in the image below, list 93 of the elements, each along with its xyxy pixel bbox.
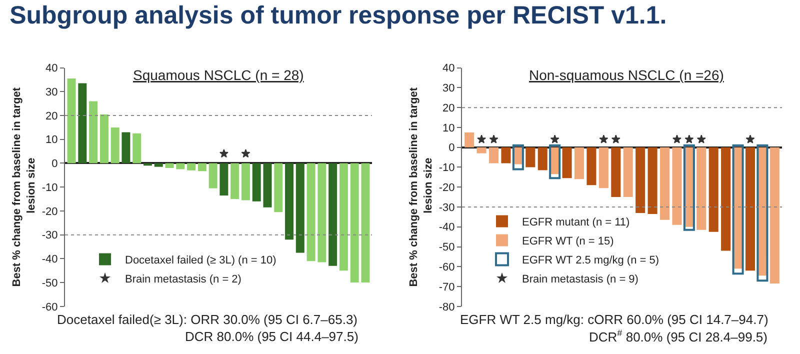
text: Docetaxel failed(≥ 3L): ORR 30.0% (95 CI 6.7–65.3) <box>57 312 358 327</box>
text: DCR 80.0% (95 CI 44.4–97.5) <box>185 329 358 344</box>
bar <box>176 163 185 170</box>
bar <box>721 147 731 251</box>
chart-title: Subgroup analysis of tumor response per RECIST v1.1. <box>10 2 667 30</box>
bar <box>549 144 561 180</box>
y-tick-label: 10 <box>46 134 58 146</box>
bar <box>464 132 474 148</box>
bar <box>208 163 218 188</box>
y-tick-label: 30 <box>442 82 455 95</box>
y-tick-label: -60 <box>438 262 455 274</box>
bar <box>476 147 486 154</box>
bar <box>230 163 240 200</box>
y-tick-label: 40 <box>46 62 58 75</box>
y-tick-label: -60 <box>42 301 58 314</box>
bar <box>263 163 272 208</box>
bar <box>285 163 294 240</box>
y-tick-label: -30 <box>438 202 455 214</box>
bar <box>611 147 621 198</box>
y-tick-label: 40 <box>442 62 455 75</box>
legend-label: Docetaxel failed (≥ 3L) (n = 10) <box>125 254 276 267</box>
bar <box>154 163 163 167</box>
y-tick-label: -70 <box>438 281 455 294</box>
y-tick-label: 0 <box>52 158 58 170</box>
legend-label: EGFR WT (n = 15) <box>522 236 614 248</box>
bar <box>732 144 744 275</box>
y-tick-label: -10 <box>42 182 58 194</box>
bar <box>132 133 142 164</box>
bar <box>241 163 250 200</box>
y-tick-label: -50 <box>438 242 455 254</box>
y-tick-label: 10 <box>442 122 455 134</box>
text: DCR$^{#}$ 80.0% (95 CI 28.4–99.5) <box>589 328 768 344</box>
bar <box>501 147 511 164</box>
chart-subtitle: Non-squamous NSCLC (n =26) <box>529 67 724 83</box>
chart-subtitle: Squamous NSCLC (n = 28) <box>133 67 304 83</box>
bar <box>110 127 120 164</box>
bar <box>318 163 326 262</box>
bar <box>100 114 108 164</box>
legend-label: EGFR mutant (n = 11) <box>522 216 630 229</box>
bar <box>143 163 152 166</box>
bar <box>770 147 780 284</box>
y-tick-label: -20 <box>42 206 58 218</box>
bar <box>350 163 359 283</box>
bar <box>274 163 283 212</box>
y-tick-label: 20 <box>442 102 455 114</box>
bar <box>708 147 718 232</box>
bar <box>220 163 228 196</box>
y-tick-label: -50 <box>42 277 58 290</box>
bar <box>696 147 706 230</box>
bar <box>598 147 608 188</box>
bar <box>745 147 756 271</box>
bar <box>122 132 130 164</box>
y-axis-title: Best % change from baseline in target lesion size <box>11 87 38 287</box>
bar <box>586 147 596 186</box>
bar <box>648 147 658 214</box>
y-tick-label: -20 <box>438 182 455 194</box>
legend-label: Brain metastasis (n = 2) <box>125 274 242 286</box>
bar <box>67 78 76 164</box>
bar <box>252 163 261 202</box>
bar <box>672 147 682 225</box>
bar <box>78 83 87 164</box>
bar <box>198 163 206 172</box>
bar <box>756 144 768 282</box>
y-tick-label: -80 <box>438 301 455 314</box>
text: EGFR WT 2.5 mg/kg: cORR 60.0% (95 CI 14.7–94.7) <box>460 312 768 327</box>
bar <box>296 163 304 253</box>
y-tick-label: -40 <box>438 222 455 234</box>
y-tick-label: 20 <box>46 110 58 122</box>
bar <box>339 163 348 271</box>
y-tick-label: 0 <box>448 142 455 154</box>
bar <box>623 147 633 198</box>
y-axis-title: Best % change from baseline in target lesion size <box>408 87 435 287</box>
bar <box>526 147 536 168</box>
bar <box>488 147 499 164</box>
bar <box>683 144 695 231</box>
bar <box>636 147 646 213</box>
bar <box>574 147 584 180</box>
bar <box>361 163 370 283</box>
bar <box>165 163 174 168</box>
y-tick-label: -40 <box>42 254 58 266</box>
bar <box>328 163 338 266</box>
bar <box>187 163 196 170</box>
y-tick-label: 30 <box>46 86 58 99</box>
bar <box>660 147 670 220</box>
bar <box>562 147 572 178</box>
bar <box>306 163 316 262</box>
bar <box>538 147 548 170</box>
legend-label: Brain metastasis (n = 9) <box>522 274 638 286</box>
bar <box>89 101 98 164</box>
legend-label: EGFR WT 2.5 mg/kg (n = 5) <box>522 254 660 267</box>
y-tick-label: -10 <box>438 162 455 174</box>
bar <box>512 144 524 170</box>
y-tick-label: -30 <box>42 230 58 242</box>
